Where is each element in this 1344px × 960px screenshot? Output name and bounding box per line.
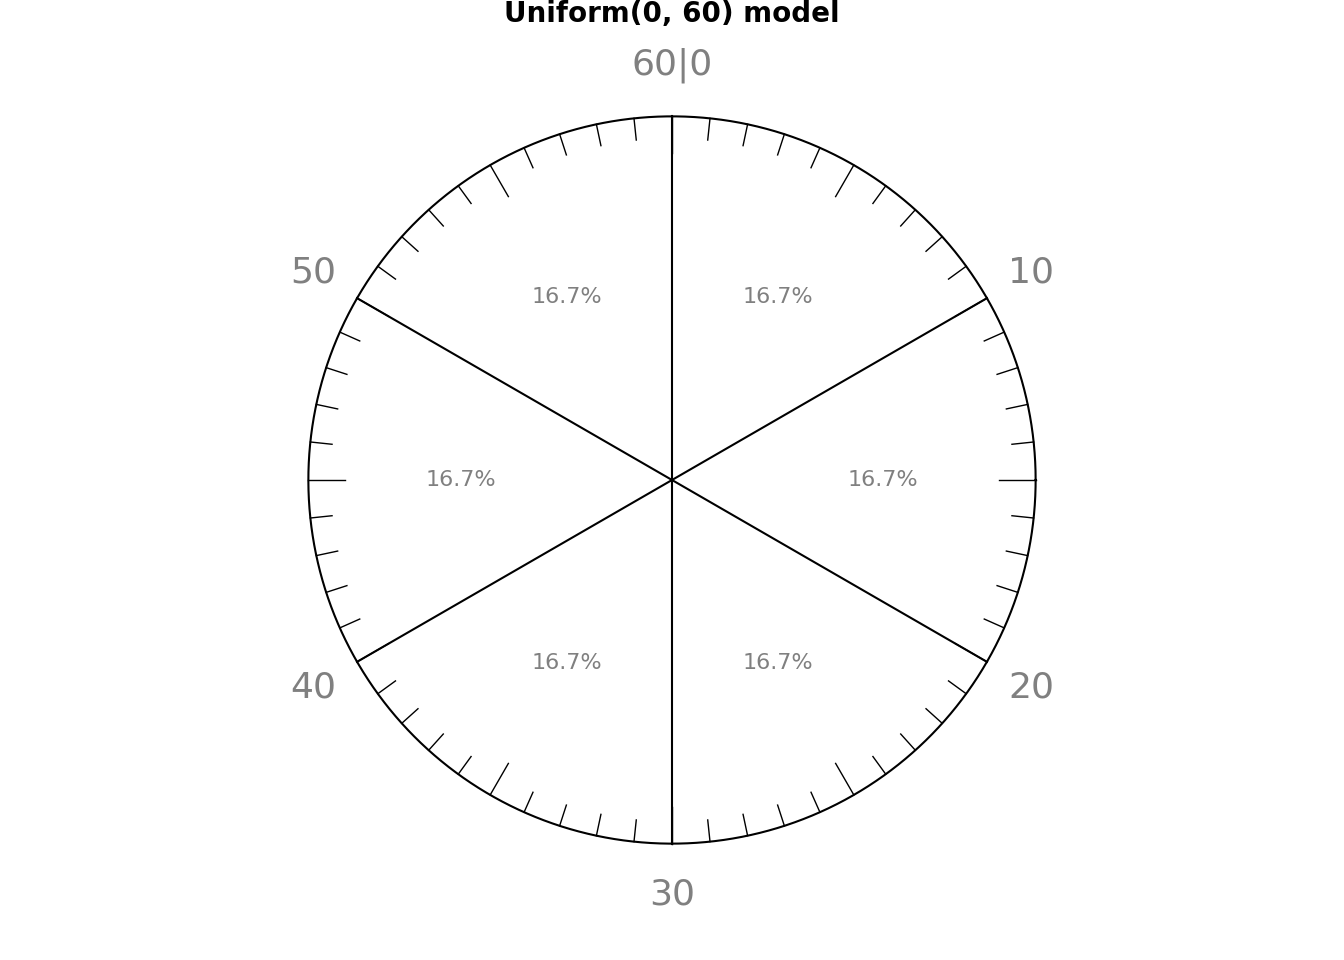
Text: 16.7%: 16.7% [742,653,813,673]
Text: 16.7%: 16.7% [426,470,496,490]
Text: 16.7%: 16.7% [531,653,602,673]
Text: 16.7%: 16.7% [848,470,918,490]
Text: 40: 40 [290,670,336,705]
Text: 20: 20 [1008,670,1054,705]
Text: 16.7%: 16.7% [531,287,602,307]
Text: 60|0: 60|0 [632,48,712,84]
Text: 16.7%: 16.7% [742,287,813,307]
Text: 30: 30 [649,877,695,912]
Text: 10: 10 [1008,255,1054,290]
Text: Uniform(0, 60) model: Uniform(0, 60) model [504,0,840,29]
Text: 50: 50 [290,255,336,290]
